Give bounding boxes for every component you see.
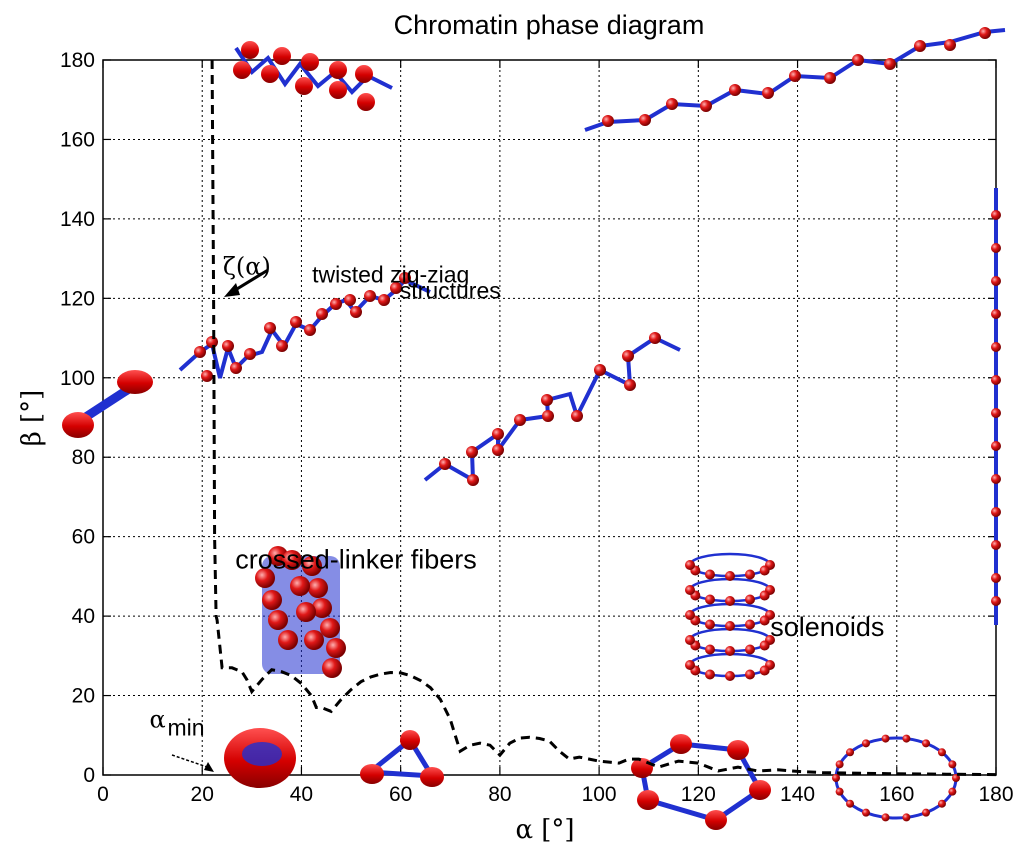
annotation-label: crossed-linker fibers [235,544,477,574]
series-layer [210,59,997,777]
ring-bead [881,813,890,822]
ring-bead [835,787,844,796]
solenoid-bead [685,560,695,570]
solenoid-bead [759,615,770,626]
structure-illustrations [62,27,1006,830]
ring-bead [862,808,870,817]
solenoid-bead [725,596,735,606]
solenoid-bead [745,569,755,580]
triangle-structure [360,730,444,787]
solenoid-bead [685,585,695,595]
solenoid-bead [745,594,755,605]
annotation-label: twisted zig-ziag [312,261,469,287]
straight-fiber-top-right [584,27,1006,132]
x-tick-label: 100 [582,783,617,806]
x-tick-label: 140 [780,783,815,806]
solenoid-bead [759,665,770,676]
ring-bead [902,734,911,743]
solenoid-bead [745,619,755,630]
x-tick-label: 180 [978,783,1013,806]
annotation-label: min [167,714,204,740]
solenoid-bead [705,619,715,630]
solenoid-bead [705,569,715,580]
dinucleosome-structure [62,370,153,438]
solenoid-bead [759,565,770,576]
x-tick-label: 120 [681,783,716,806]
annotation-label: structures [400,277,501,303]
x-tick-label: 20 [191,783,214,806]
solenoid-bead [685,660,695,670]
solenoid-bead [705,669,715,680]
ring-bead [881,734,890,743]
zeta-arrow [231,268,269,294]
crossed-linker-structure [255,546,346,678]
x-tick-labels: 0 20 40 60 80 100 120 140 160 180 [97,783,1013,806]
y-tick-label: 0 [83,764,95,787]
solenoid-bead [725,571,735,581]
chart-title: Chromatin phase diagram [394,10,705,40]
ring-bead [948,760,957,769]
solenoid-bead [725,621,735,631]
y-tick-label: 60 [72,526,95,549]
solenoid-structure [685,552,775,681]
twisted-zigzag-structure [178,272,431,382]
y-tick-labels: 0 20 40 60 80 100 120 140 160 180 [60,49,95,787]
ring-bead [902,813,911,822]
series-line-0 [210,59,997,777]
ring-bead [948,787,957,796]
y-tick-label: 160 [60,128,95,151]
zigzag-structure-middle [423,332,681,486]
ring-bead [832,774,840,782]
vertical-fiber-right [991,188,1001,625]
solenoid-bead [759,590,770,601]
ring-bead [846,799,855,808]
annotation-arrows [171,268,269,772]
ring-bead [835,760,844,769]
alpha-min-arrow-head [204,762,214,772]
zigzag-structure-top-left [233,41,393,111]
alpha-min-arrow [171,754,211,769]
x-tick-label: 80 [488,783,511,806]
solenoid-bead [745,644,755,655]
y-tick-label: 180 [60,49,95,72]
ring-bead [922,739,930,748]
ring-structure [832,734,960,822]
y-tick-label: 20 [72,685,95,708]
x-tick-label: 160 [879,783,914,806]
solenoid-bead [705,644,715,655]
y-tick-label: 140 [60,208,95,231]
solenoid-bead [759,640,770,651]
x-tick-label: 0 [97,783,109,806]
x-axis-label: α [°] [515,815,574,845]
y-tick-label: 120 [60,287,95,310]
y-tick-label: 80 [72,446,95,469]
zeta-label: ζ(α) [223,253,271,281]
x-tick-label: 40 [290,783,313,806]
ring-bead [862,739,870,748]
solenoid-bead [745,669,755,680]
solenoid-bead [685,610,695,620]
ring-bead [846,748,855,757]
x-tick-label: 60 [389,783,412,806]
solenoid-bead [725,646,735,656]
y-tick-label: 40 [72,605,95,628]
solenoid-bead [705,594,715,605]
ring-bead [922,808,930,817]
mononucleosome-disk [224,728,296,788]
zeta-arrow-head [224,283,240,297]
ring-bead [937,748,946,757]
y-tick-label: 100 [60,367,95,390]
solenoid-bead [725,671,735,681]
y-axis-label: β [°] [17,390,47,447]
alpha-min-label: α [149,705,165,733]
grid-lines [103,60,996,775]
ring-bead [952,774,960,782]
solenoid-bead [685,635,695,645]
ring-bead [937,799,946,808]
annotation-label: solenoids [770,612,884,642]
